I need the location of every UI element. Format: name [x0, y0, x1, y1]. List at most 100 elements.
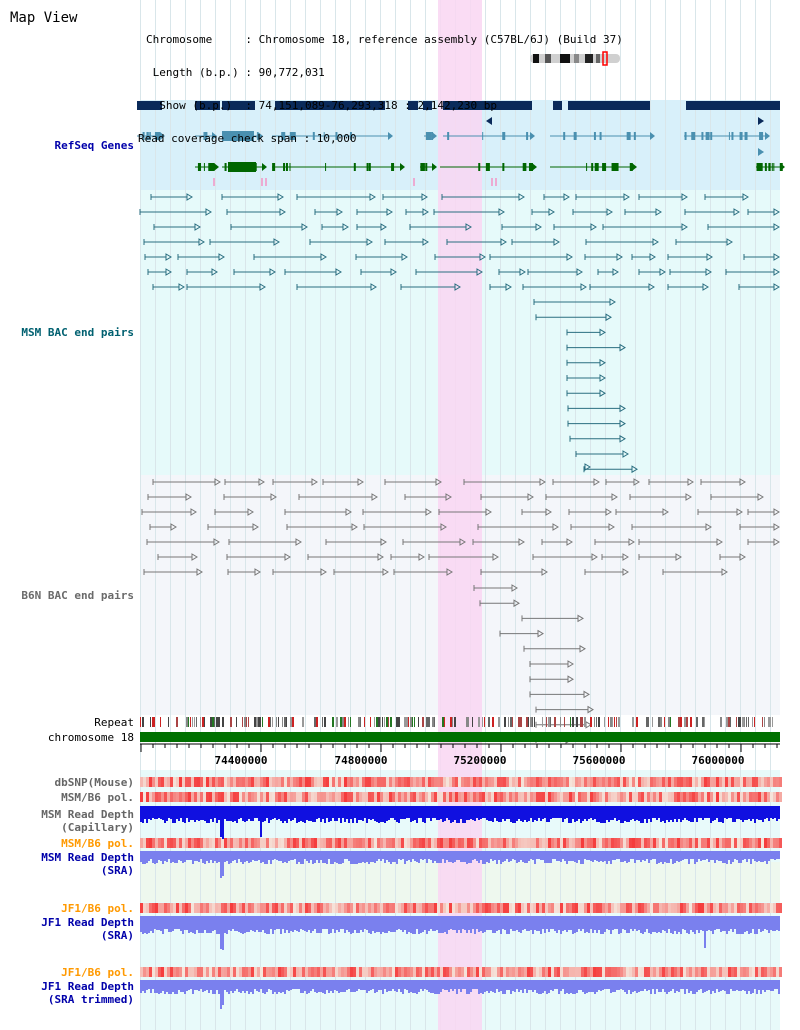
msm-depth-sra-bar	[200, 851, 202, 859]
track-label-jf1-depth-sub: (SRA)	[100, 929, 134, 942]
jf1-depth-sra-bar	[456, 916, 458, 933]
msm-pol-cell	[167, 792, 170, 802]
jf1-depth-trimmed-bar	[168, 980, 170, 994]
jf1-pol2-cell	[404, 967, 407, 977]
repeat-element	[526, 717, 528, 727]
msm-pol-cell	[512, 792, 515, 802]
jf1-pol2-cell	[770, 967, 773, 977]
msm-depth-capillary-bar	[718, 806, 720, 822]
read-depth-tracks[interactable]	[140, 806, 780, 1009]
msm-pol-cell	[626, 792, 629, 802]
jf1-pol2-cell	[551, 967, 554, 977]
msm-depth-capillary-bar	[206, 806, 208, 823]
track-label-msm-pol-2[interactable]: MSM/B6 pol.	[61, 837, 134, 850]
jf1-pol2-cell	[239, 967, 242, 977]
b6n-bac-track[interactable]	[141, 478, 780, 744]
msm-bac-pair-end	[366, 238, 373, 246]
msm-bac-pair-end	[465, 223, 472, 231]
msm-depth-sra-bar	[540, 851, 542, 860]
msm-depth-sra-bar	[230, 851, 232, 863]
jf1-pol-cell	[248, 903, 251, 913]
msm-depth-sra-bar	[352, 851, 354, 864]
track-label-msm-pol[interactable]: MSM/B6 pol.	[61, 791, 134, 804]
repeat-element	[680, 717, 682, 727]
chromosome-bar[interactable]	[140, 732, 780, 742]
jf1-pol2-cell	[749, 967, 752, 977]
dbsnp-cell	[359, 777, 362, 787]
dbsnp-cell	[275, 777, 278, 787]
dbsnp-cell	[503, 777, 506, 787]
msm-depth-capillary-bar	[542, 806, 544, 819]
jf1-pol2-cell	[221, 967, 224, 977]
jf1-pol2-cell	[662, 967, 665, 977]
chromosome-ideogram[interactable]	[530, 51, 620, 66]
repeat-track[interactable]	[140, 717, 773, 727]
jf1-depth-sra-bar	[602, 916, 604, 934]
jf1-pol-cell	[218, 903, 221, 913]
b6n-bac-pair-end	[716, 538, 723, 546]
jf1-depth-trimmed-bar	[728, 980, 730, 994]
msm-depth-sra-bar	[512, 851, 514, 859]
jf1-depth-trimmed-bar	[702, 980, 704, 993]
track-label-refseq[interactable]: RefSeq Genes	[54, 139, 134, 152]
track-label-jf1-pol[interactable]: JF1/B6 pol.	[61, 902, 134, 915]
msm-depth-sra-bar	[298, 851, 300, 862]
msm-depth-capillary-bar	[592, 806, 594, 820]
jf1-pol-cell	[293, 903, 296, 913]
track-label-dbsnp[interactable]: dbSNP(Mouse)	[54, 776, 134, 789]
jf1-depth-sra-bar	[604, 916, 606, 932]
refseq-genes-track[interactable]	[137, 101, 785, 186]
jf1-depth-sra-bar	[428, 916, 430, 931]
track-label-jf1-trim[interactable]: JF1 Read Depth	[41, 980, 134, 993]
jf1-depth-trimmed-bar	[712, 980, 714, 991]
jf1-pol-cell	[434, 903, 437, 913]
b6n-bac-pair-end	[513, 599, 520, 608]
msm-depth-sra-bar	[672, 851, 674, 864]
jf1-depth-trimmed-bar	[270, 980, 272, 990]
jf1-depth-trimmed-bar	[538, 980, 540, 994]
track-label-msm-bac[interactable]: MSM BAC end pairs	[21, 326, 134, 339]
jf1-pol-cell	[398, 903, 401, 913]
jf1-pol2-cell	[302, 967, 305, 977]
msm-depth-capillary-bar	[210, 806, 212, 819]
track-label-chromosome[interactable]: chromosome 18	[47, 731, 134, 744]
jf1-pol2-cell	[653, 967, 656, 977]
b6n-bac-pair-end	[587, 705, 594, 714]
msm-pol2-cell	[200, 838, 203, 848]
msm-depth-capillary-bar	[778, 806, 780, 819]
track-label-jf1-depth[interactable]: JF1 Read Depth	[41, 916, 134, 929]
jf1-depth-trimmed-bar	[642, 980, 644, 991]
jf1-pol2-cell	[260, 967, 263, 977]
jf1-depth-sra-bar	[146, 916, 148, 934]
jf1-pol2-cell	[335, 967, 338, 977]
msm-pol-cell	[449, 792, 452, 802]
jf1-pol-cell	[767, 903, 770, 913]
msm-depth-capillary-bar	[722, 806, 724, 823]
gene-exon	[154, 132, 158, 140]
msm-pol-cell	[284, 792, 287, 802]
jf1-pol-cell	[176, 903, 179, 913]
msm-pol-cell	[422, 792, 425, 802]
jf1-pol2-cell	[293, 967, 296, 977]
jf1-depth-sra-bar	[420, 916, 422, 933]
track-label-repeat[interactable]: Repeat	[94, 716, 134, 729]
jf1-pol-cell	[779, 903, 782, 913]
msm-depth-capillary-bar	[570, 806, 572, 823]
jf1-depth-trimmed-bar	[494, 980, 496, 993]
track-label-b6n-bac[interactable]: B6N BAC end pairs	[21, 589, 134, 602]
track-label-jf1-pol-2[interactable]: JF1/B6 pol.	[61, 966, 134, 979]
msm-bac-pair-end	[186, 193, 193, 201]
jf1-pol-cell	[305, 903, 308, 913]
heatmap-tracks[interactable]	[140, 777, 782, 977]
msm-pol2-cell	[479, 838, 482, 848]
gene-exon	[148, 132, 150, 140]
dbsnp-cell	[668, 777, 671, 787]
msm-depth-sra-bar	[726, 851, 728, 864]
msm-depth-capillary-bar	[340, 806, 342, 823]
jf1-depth-sra-bar	[354, 916, 356, 930]
dbsnp-cell	[269, 777, 272, 787]
msm-bac-track[interactable]	[139, 193, 780, 474]
track-label-msm-depth-cap[interactable]: MSM Read Depth	[41, 808, 134, 821]
track-label-msm-depth-sra[interactable]: MSM Read Depth	[41, 851, 134, 864]
msm-pol2-cell	[731, 838, 734, 848]
